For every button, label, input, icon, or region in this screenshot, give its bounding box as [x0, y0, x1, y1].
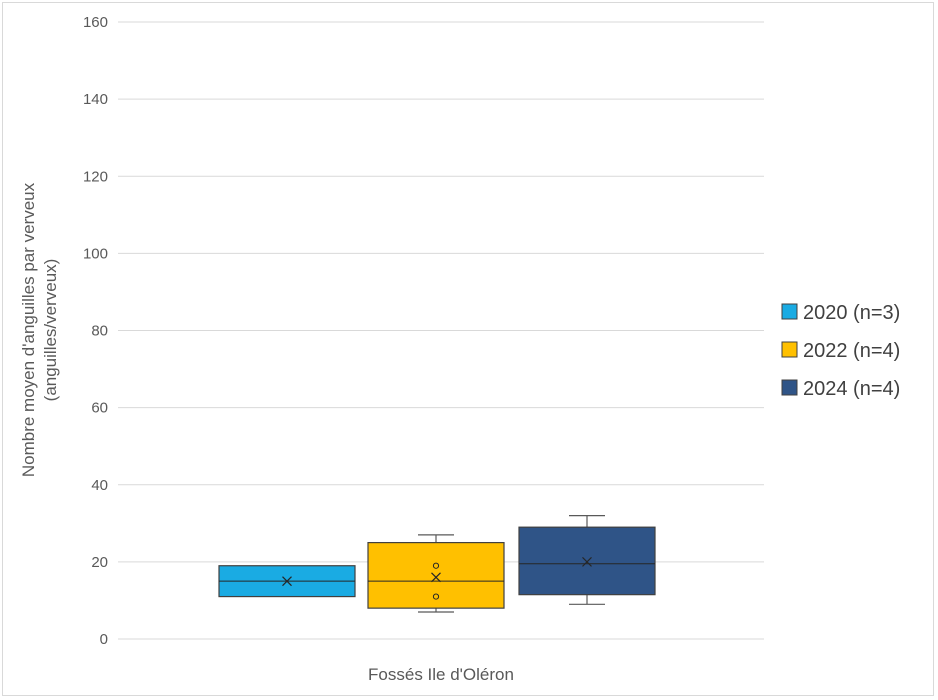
gridlines [118, 21, 764, 640]
y-tick-label-80: 80 [91, 323, 108, 340]
data-point [432, 593, 440, 600]
legend-label-3: 2024 (n=4) [803, 378, 900, 400]
box-2 [367, 534, 505, 613]
mean-marker [282, 576, 292, 587]
legend: 2020 (n=3) 2022 (n=4) 2024 (n=4) [781, 302, 900, 400]
legend-label-2: 2022 (n=4) [803, 340, 900, 362]
y-tick-label-100: 100 [83, 245, 108, 262]
mean-marker [582, 556, 592, 567]
boxes [218, 514, 656, 613]
y-tick-labels: 0 20 40 60 80 100 120 140 160 [83, 14, 108, 648]
y-tick-label-120: 120 [83, 168, 108, 185]
data-point [432, 562, 440, 569]
legend-label-1: 2020 (n=3) [803, 302, 900, 324]
y-axis-title-line2: (anguilles/verveux) [41, 259, 60, 402]
legend-swatch-3 [781, 379, 798, 396]
y-tick-label-60: 60 [91, 400, 108, 417]
box-3 [518, 514, 656, 605]
x-axis-title: Fossés Ile d'Oléron [368, 665, 514, 684]
y-axis-title-line1: Nombre moyen d'anguilles par verveux [19, 182, 38, 477]
box-body [518, 526, 656, 596]
mean-marker [431, 572, 441, 583]
y-tick-label-140: 140 [83, 91, 108, 108]
y-tick-label-40: 40 [91, 477, 108, 494]
legend-swatch-1 [781, 303, 798, 320]
box-1 [218, 565, 356, 598]
y-tick-label-20: 20 [91, 554, 108, 571]
y-tick-label-0: 0 [100, 631, 108, 648]
legend-swatch-2 [781, 341, 798, 358]
y-tick-label-160: 160 [83, 14, 108, 31]
